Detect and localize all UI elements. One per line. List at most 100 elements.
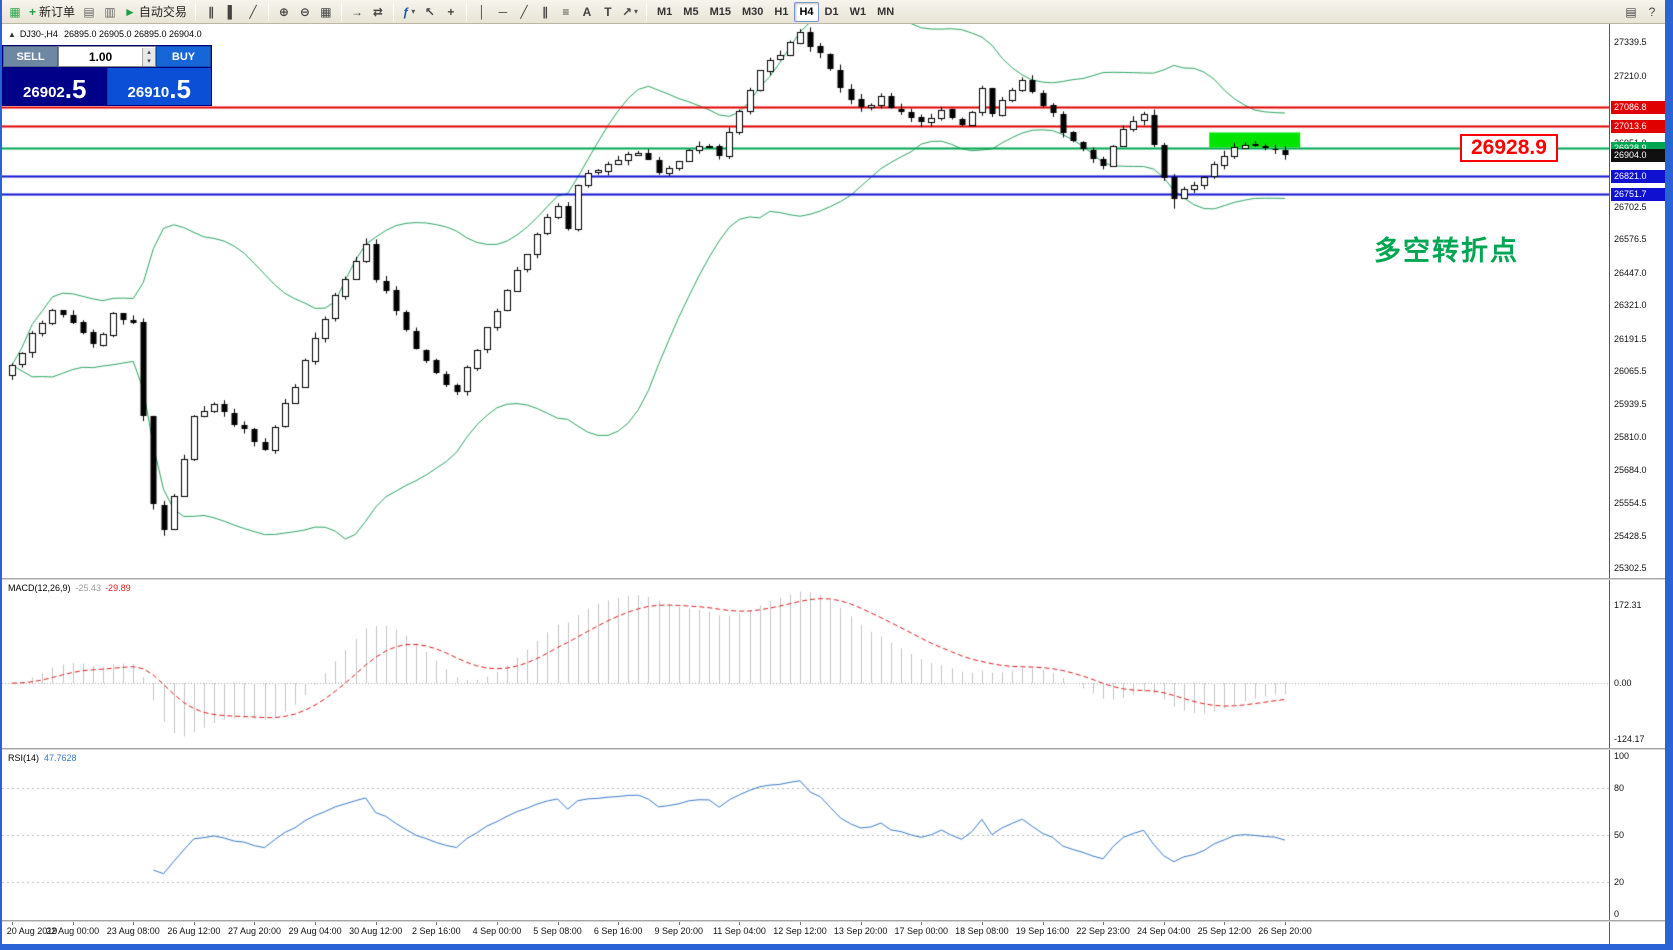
sell-price[interactable]: 26902.5 bbox=[3, 68, 108, 105]
zoom-out-icon[interactable]: ⊖ bbox=[295, 2, 315, 22]
rsi-tick-label: 20 bbox=[1614, 877, 1625, 888]
bar-chart-icon[interactable]: ∥ bbox=[201, 2, 221, 22]
price-tick-label: 26321.0 bbox=[1614, 300, 1647, 311]
time-axis[interactable]: 20 Aug 2019 22 Aug 00:00 23 Aug 08:00 26 Au… bbox=[2, 922, 1609, 944]
timeframe-h1-button[interactable]: H1 bbox=[769, 2, 793, 22]
channel-icon[interactable]: ∥ bbox=[535, 2, 555, 22]
toolbar: ▦ + 新订单 ▤ ▥ ► 自动交易 ∥ ▌ ╱ ⊕ ⊖ ▦ → ⇄ ƒ ▾ ↖ + │ ─ ╱ ∥ ≡ A T ↗ ▾ M1 M5 M15… bbox=[2, 0, 1665, 24]
horizontal-line-icon[interactable]: ─ bbox=[493, 2, 513, 22]
price-axis[interactable]: 27339.527210.027080.526951.026702.526576… bbox=[1609, 24, 1665, 944]
time-axis-separator bbox=[2, 920, 1665, 922]
rsi-indicator-label: RSI(14) 47.7628 bbox=[8, 753, 77, 763]
time-label: 12 Sep 12:00 bbox=[773, 926, 827, 936]
time-tick bbox=[133, 922, 134, 925]
time-label: 5 Sep 08:00 bbox=[533, 926, 582, 936]
time-label: 22 Aug 00:00 bbox=[46, 926, 100, 936]
time-tick bbox=[1103, 922, 1104, 925]
timeframe-mn-button[interactable]: MN bbox=[872, 2, 899, 22]
fibonacci-icon[interactable]: ≡ bbox=[556, 2, 576, 22]
price-chart-canvas[interactable] bbox=[2, 24, 1609, 578]
line-chart-icon[interactable]: ╱ bbox=[243, 2, 263, 22]
time-tick bbox=[376, 922, 377, 925]
trendline-icon[interactable]: ╱ bbox=[514, 2, 534, 22]
volume-value[interactable]: 1.00 bbox=[88, 49, 113, 64]
help-icon[interactable]: ? bbox=[1642, 2, 1662, 22]
chart-list-icon[interactable]: ▤ bbox=[1621, 2, 1641, 22]
candlestick-chart-icon[interactable]: ▌ bbox=[222, 2, 242, 22]
vertical-line-icon[interactable]: │ bbox=[472, 2, 492, 22]
price-badge-26821.0: 26821.0 bbox=[1611, 170, 1665, 184]
price-badge-26751.7: 26751.7 bbox=[1611, 188, 1665, 202]
time-label: 27 Aug 20:00 bbox=[227, 926, 281, 936]
macd-signal-value: -29.89 bbox=[105, 583, 131, 593]
volume-decrease-icon[interactable]: ▾ bbox=[143, 56, 155, 66]
macd-panel-canvas[interactable] bbox=[2, 580, 1609, 748]
chart-symbol-period: DJ30-,H4 bbox=[19, 29, 58, 39]
time-label: 6 Sep 16:00 bbox=[593, 926, 643, 936]
time-label: 30 Aug 12:00 bbox=[349, 926, 403, 936]
time-label: 13 Sep 20:00 bbox=[833, 926, 888, 936]
price-tick-label: 26065.5 bbox=[1614, 366, 1647, 377]
cursor-icon[interactable]: ↖ bbox=[420, 2, 440, 22]
time-tick bbox=[1285, 922, 1286, 925]
label-icon[interactable]: T bbox=[598, 2, 618, 22]
rsi-value: 47.7628 bbox=[44, 753, 77, 763]
zoom-in-icon[interactable]: ⊕ bbox=[274, 2, 294, 22]
time-label: 23 Aug 08:00 bbox=[106, 926, 160, 936]
chart-title: ▲ DJ30-,H4 26895.0 26905.0 26895.0 26904.0 bbox=[8, 29, 202, 39]
time-tick bbox=[12, 922, 13, 925]
volume-increase-icon[interactable]: ▴ bbox=[143, 47, 155, 57]
toolbar-separator bbox=[340, 2, 342, 21]
auto-scroll-icon[interactable]: → bbox=[347, 2, 367, 22]
crosshair-icon[interactable]: + bbox=[441, 2, 461, 22]
price-badge-26904.0: 26904.0 bbox=[1611, 148, 1665, 162]
price-tick-label: 25810.0 bbox=[1614, 432, 1647, 443]
price-level-label[interactable]: 26928.9 bbox=[1460, 134, 1558, 162]
toolbar-separator bbox=[267, 2, 269, 21]
timeframe-d1-button[interactable]: D1 bbox=[820, 2, 844, 22]
collapse-panel-icon[interactable]: ▲ bbox=[8, 30, 16, 39]
price-badge-27086.8: 27086.8 bbox=[1611, 101, 1665, 115]
timeframe-m5-button[interactable]: M5 bbox=[678, 2, 703, 22]
time-label: 18 Sep 08:00 bbox=[955, 926, 1009, 936]
new-order-button[interactable]: + 新订单 bbox=[26, 2, 78, 22]
price-tick-label: 27339.5 bbox=[1614, 37, 1647, 48]
price-tick-label: 25554.5 bbox=[1614, 498, 1647, 509]
tile-windows-icon[interactable]: ▦ bbox=[316, 2, 336, 22]
macd-tick-label: -124.17 bbox=[1614, 734, 1645, 745]
text-icon[interactable]: A bbox=[577, 2, 597, 22]
timeframe-m15-button[interactable]: M15 bbox=[705, 2, 736, 22]
toolbar-separator bbox=[392, 2, 394, 21]
time-tick bbox=[800, 922, 801, 925]
time-tick bbox=[436, 922, 437, 925]
market-watch-icon[interactable]: ▥ bbox=[100, 2, 120, 22]
one-click-trading-panel: SELL 1.00 ▴ ▾ BUY 26902.5 26910.5 bbox=[2, 45, 212, 106]
autotrading-button[interactable]: ► 自动交易 bbox=[121, 2, 190, 22]
timeframe-w1-button[interactable]: W1 bbox=[845, 2, 872, 22]
arrows-icon[interactable]: ↗ ▾ bbox=[619, 2, 641, 22]
toolbar-separator bbox=[194, 2, 196, 21]
buy-price[interactable]: 26910.5 bbox=[107, 68, 211, 105]
indicators-icon[interactable]: ƒ ▾ bbox=[399, 2, 419, 22]
time-tick bbox=[254, 922, 255, 925]
price-tick-label: 26447.0 bbox=[1614, 267, 1647, 278]
timeframe-m30-button[interactable]: M30 bbox=[737, 2, 768, 22]
time-tick bbox=[861, 922, 862, 925]
rsi-panel-canvas[interactable] bbox=[2, 750, 1609, 920]
panel-separator-rsi[interactable] bbox=[2, 748, 1665, 750]
buy-button[interactable]: BUY bbox=[156, 46, 211, 67]
time-label: 29 Aug 04:00 bbox=[288, 926, 342, 936]
chart-shift-icon[interactable]: ⇄ bbox=[368, 2, 388, 22]
platform-icon[interactable]: ▦ bbox=[5, 2, 25, 22]
volume-field[interactable]: 1.00 ▴ ▾ bbox=[58, 46, 156, 67]
macd-tick-label: 0.00 bbox=[1614, 678, 1632, 689]
profile-icon[interactable]: ▤ bbox=[79, 2, 99, 22]
panel-separator-macd[interactable] bbox=[2, 578, 1665, 580]
timeframe-h4-button[interactable]: H4 bbox=[794, 1, 819, 22]
time-tick bbox=[739, 922, 740, 925]
price-tick-label: 25684.0 bbox=[1614, 464, 1647, 475]
timeframe-m1-button[interactable]: M1 bbox=[652, 2, 677, 22]
price-tick-label: 25302.5 bbox=[1614, 563, 1647, 574]
sell-button[interactable]: SELL bbox=[3, 46, 58, 67]
